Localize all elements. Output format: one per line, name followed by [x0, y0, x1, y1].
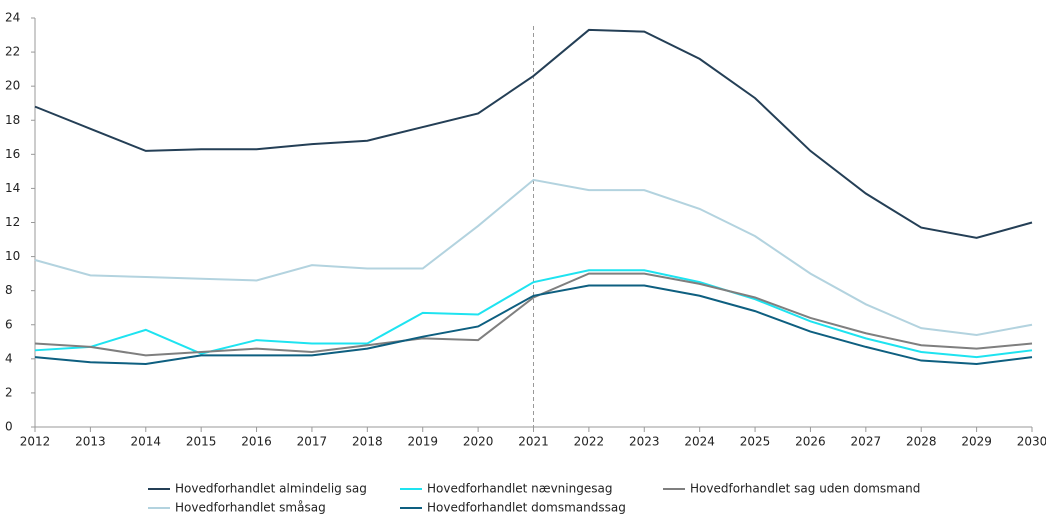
series-line — [34, 272, 1033, 357]
series-line — [34, 284, 1033, 365]
x-tick-label: 2012 — [20, 435, 51, 449]
y-tick-label: 22 — [5, 45, 20, 59]
y-tick-label: 8 — [5, 283, 13, 297]
y-tick-label: 12 — [5, 215, 20, 229]
x-tick-label: 2028 — [906, 435, 937, 449]
x-tick-label: 2019 — [407, 435, 438, 449]
x-tick-label: 2020 — [463, 435, 494, 449]
legend-label: Hovedforhandlet almindelig sag — [175, 482, 367, 496]
legend-label: Hovedforhandlet sag uden domsmand — [690, 482, 920, 496]
x-tick-label: 2022 — [574, 435, 605, 449]
y-tick-label: 16 — [5, 147, 20, 161]
y-tick-label: 6 — [5, 317, 13, 331]
x-tick-label: 2023 — [629, 435, 660, 449]
legend-label: Hovedforhandlet nævningesag — [427, 482, 612, 496]
x-tick-label: 2024 — [684, 435, 715, 449]
x-tick-label: 2029 — [961, 435, 992, 449]
legend-label: Hovedforhandlet småsag — [175, 501, 326, 515]
x-tick-label: 2021 — [518, 435, 549, 449]
x-tick-label: 2015 — [186, 435, 217, 449]
y-tick-label: 10 — [5, 249, 20, 263]
x-tick-label: 2018 — [352, 435, 383, 449]
y-tick-label: 18 — [5, 113, 20, 127]
y-tick-label: 24 — [5, 11, 20, 25]
x-tick-label: 2014 — [131, 435, 162, 449]
series-line — [34, 178, 1033, 336]
y-tick-label: 20 — [5, 79, 20, 93]
x-tick-label: 2016 — [241, 435, 272, 449]
legend-label: Hovedforhandlet domsmandssag — [427, 501, 626, 515]
x-tick-label: 2025 — [740, 435, 771, 449]
x-tick-label: 2013 — [75, 435, 106, 449]
x-tick-label: 2026 — [795, 435, 826, 449]
y-tick-label: 2 — [5, 385, 13, 399]
y-tick-label: 0 — [5, 420, 13, 434]
x-tick-label: 2017 — [297, 435, 328, 449]
x-tick-label: 2030 — [1017, 435, 1046, 449]
y-tick-label: 14 — [5, 181, 20, 195]
y-tick-label: 4 — [5, 351, 13, 365]
series-line — [34, 28, 1033, 239]
x-tick-label: 2027 — [851, 435, 882, 449]
series-line — [34, 269, 1033, 359]
